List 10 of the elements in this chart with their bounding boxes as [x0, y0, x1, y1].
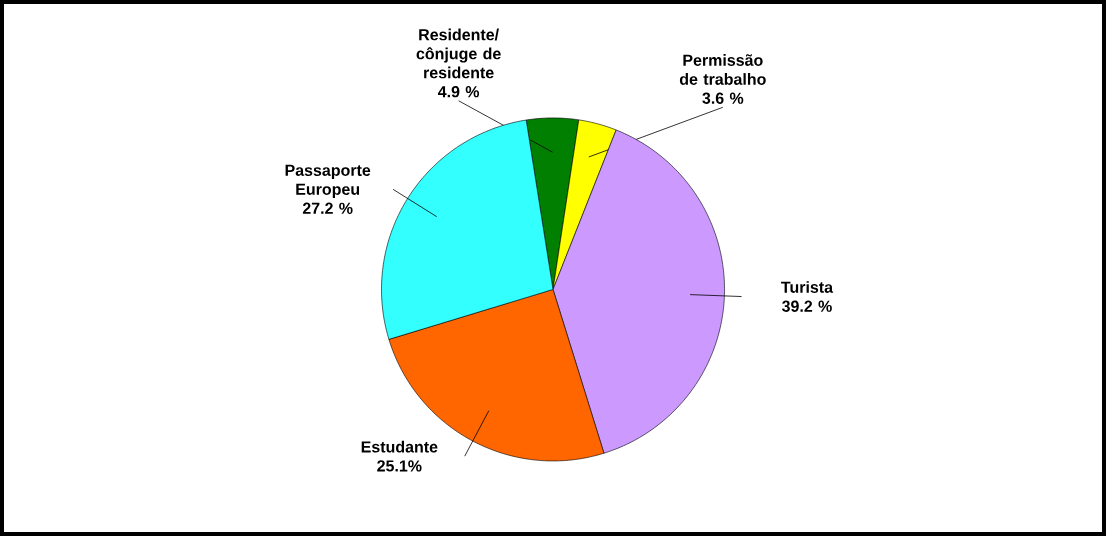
slice-label: Estudante	[361, 440, 438, 453]
data-label: 39.2 %	[781, 300, 832, 312]
data-label: 27.2 %	[302, 202, 353, 214]
slice-label: Residente/ cônjuge de residente	[416, 28, 501, 79]
slice-label: Passaporte Europeu	[285, 164, 371, 199]
slice-label: Turista	[781, 281, 834, 293]
data-label: 4.9 %	[437, 86, 480, 98]
data-label: 3.6 %	[702, 92, 744, 104]
data-label: 25.1%	[377, 460, 422, 472]
slice-label: Permissão de trabalho	[679, 54, 766, 85]
